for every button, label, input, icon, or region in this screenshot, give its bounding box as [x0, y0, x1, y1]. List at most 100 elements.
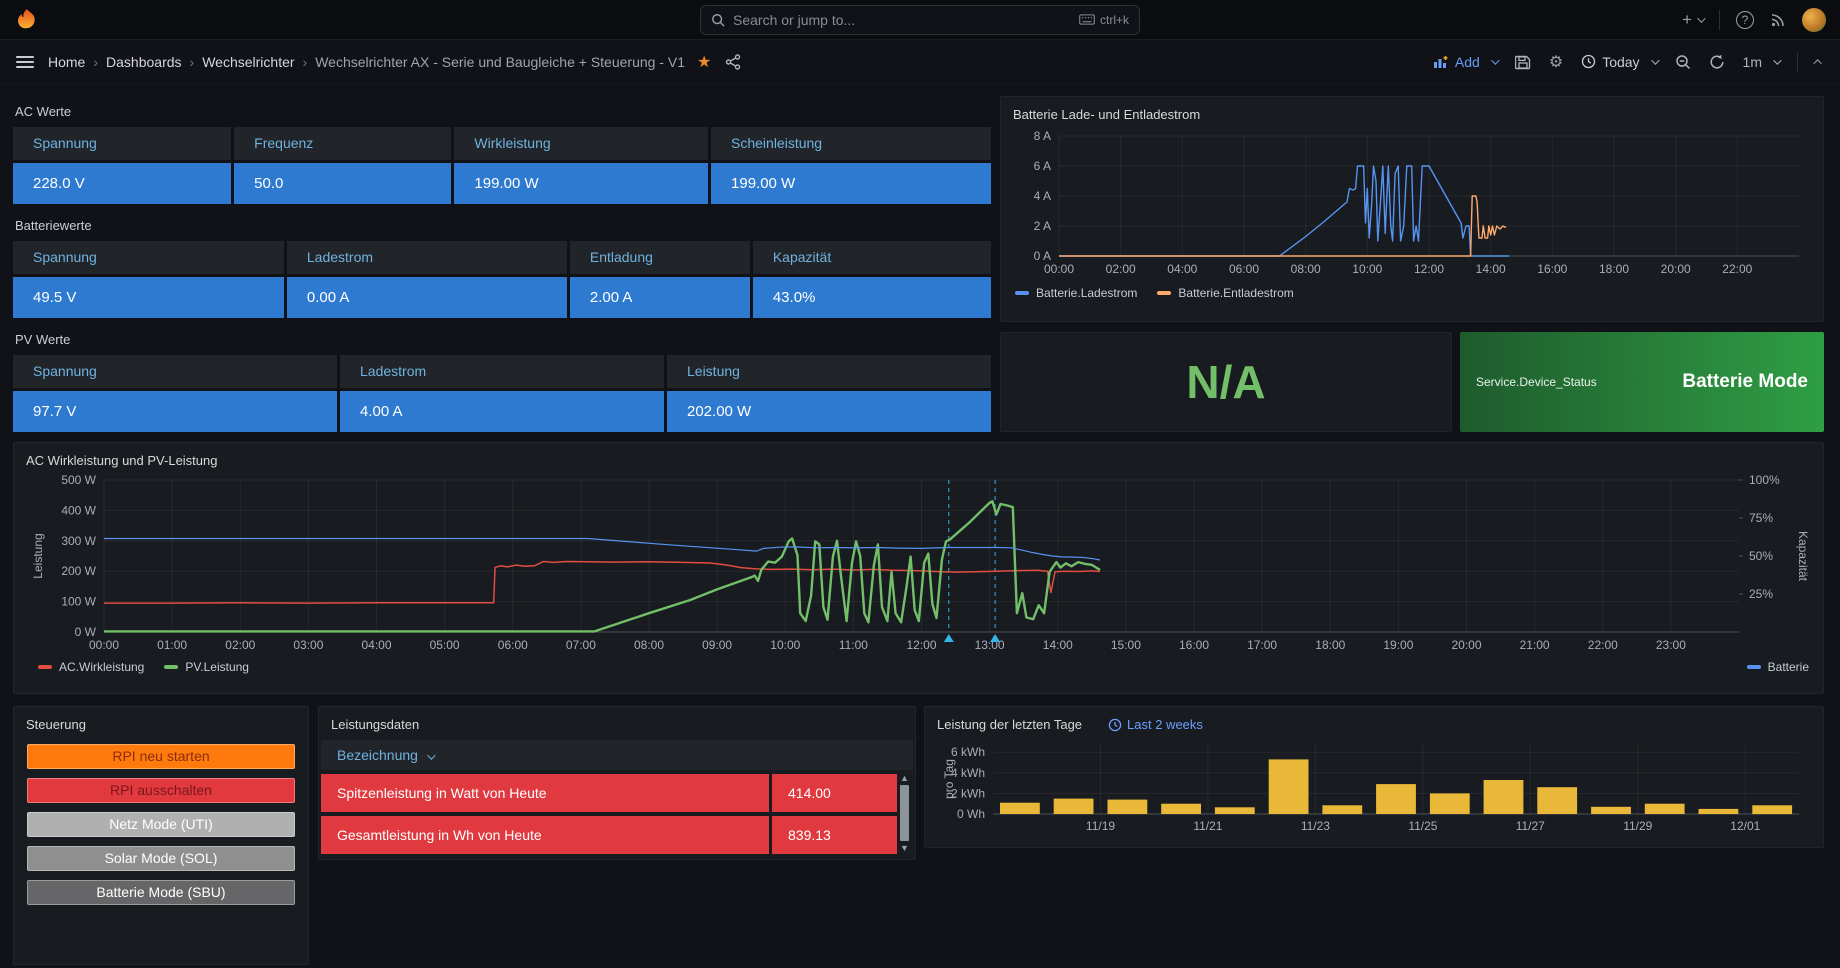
svg-text:02:00: 02:00 — [225, 638, 255, 652]
svg-text:6 A: 6 A — [1034, 159, 1051, 173]
legend-item[interactable]: Batterie.Entladestrom — [1157, 286, 1294, 300]
clock-icon — [1108, 718, 1122, 732]
column-header[interactable]: Ladestrom — [286, 241, 567, 274]
legend-label: Batterie.Entladestrom — [1178, 286, 1294, 300]
zoom-out-icon[interactable] — [1675, 54, 1691, 70]
svg-text:07:00: 07:00 — [566, 638, 596, 652]
column-header[interactable]: Frequenz — [234, 127, 452, 160]
svg-text:05:00: 05:00 — [430, 638, 460, 652]
svg-text:14:00: 14:00 — [1043, 638, 1073, 652]
share-icon[interactable] — [725, 53, 741, 70]
steuerung-button[interactable]: Netz Mode (UTI) — [27, 812, 295, 837]
svg-text:11/25: 11/25 — [1408, 819, 1437, 833]
value-cell: 50.0 — [234, 163, 452, 204]
refresh-interval-picker[interactable]: 1m — [1743, 54, 1782, 70]
legend-item[interactable]: Batterie.Ladestrom — [1015, 286, 1137, 300]
add-panel-icon — [1433, 55, 1449, 69]
scroll-up-icon[interactable]: ▲ — [900, 773, 909, 783]
divider — [1797, 51, 1798, 72]
search-input[interactable] — [733, 11, 1079, 28]
steuerung-button[interactable]: Solar Mode (SOL) — [27, 846, 295, 871]
steuerung-button[interactable]: RPI neu starten — [27, 744, 295, 769]
legend-label: Batterie — [1767, 660, 1809, 674]
search-bar[interactable]: ctrl+k — [700, 4, 1140, 35]
svg-text:10:00: 10:00 — [770, 638, 800, 652]
scroll-down-icon[interactable]: ▼ — [900, 843, 909, 853]
pv-werte-title[interactable]: PV Werte — [15, 332, 71, 347]
panel-ac-pv-leistung: AC Wirkleistung und PV-Leistung 00:00 01:… — [13, 442, 1824, 694]
svg-text:100%: 100% — [1749, 473, 1780, 487]
svg-text:20:00: 20:00 — [1661, 262, 1691, 276]
panel-time-range-link[interactable]: Last 2 weeks — [1108, 717, 1203, 732]
favorite-star-icon[interactable]: ★ — [697, 53, 712, 71]
batteriewerte-header-row: Spannung Ladestrom Entladung Kapazität — [13, 241, 991, 274]
panel-title[interactable]: AC Wirkleistung und PV-Leistung — [26, 453, 218, 468]
breadcrumb-dashboards[interactable]: Dashboards — [106, 53, 182, 70]
row-name: Spitzenleistung in Watt von Heute — [337, 785, 547, 801]
svg-text:20:00: 20:00 — [1451, 638, 1481, 652]
refresh-icon[interactable] — [1709, 54, 1725, 70]
save-icon[interactable] — [1514, 54, 1531, 70]
column-header[interactable]: Spannung — [13, 127, 232, 160]
panel-title[interactable]: Steuerung — [26, 717, 86, 732]
column-header[interactable]: Ladestrom — [340, 355, 664, 388]
batteriewerte-value-row: 49.5 V 0.00 A 2.00 A 43.0% — [13, 277, 991, 318]
svg-text:03:00: 03:00 — [293, 638, 323, 652]
svg-text:Kapazität: Kapazität — [1796, 531, 1810, 582]
legend-swatch — [38, 665, 52, 669]
column-header[interactable]: Scheinleistung — [711, 127, 991, 160]
column-header[interactable]: Leistung — [667, 355, 991, 388]
column-header[interactable]: Spannung — [13, 241, 284, 274]
keyboard-shortcut-badge: ctrl+k — [1079, 13, 1129, 27]
svg-text:11/19: 11/19 — [1086, 819, 1115, 833]
column-header[interactable]: Spannung — [13, 355, 337, 388]
panel-title[interactable]: Leistungsdaten — [331, 717, 420, 732]
legend-item[interactable]: Batterie — [1746, 660, 1809, 674]
panel-title[interactable]: Batterie Lade- und Entladestrom — [1013, 107, 1201, 122]
daily-energy-bar-chart[interactable]: 0 Wh 2 kWh 4 kWh 6 kWh 11/19 11/21 11/23 11/25 1… — [937, 736, 1813, 836]
breadcrumb-home[interactable]: Home — [48, 53, 86, 70]
legend-item[interactable]: AC.Wirkleistung — [38, 660, 144, 674]
column-header[interactable]: Entladung — [569, 241, 750, 274]
column-header-bezeichnung[interactable]: Bezeichnung — [321, 740, 913, 770]
svg-text:0 Wh: 0 Wh — [957, 807, 985, 821]
breadcrumb-folder[interactable]: Wechselrichter — [202, 53, 295, 70]
svg-text:16:00: 16:00 — [1179, 638, 1209, 652]
column-header[interactable]: Wirkleistung — [454, 127, 709, 160]
ac-werte-title[interactable]: AC Werte — [15, 104, 72, 119]
svg-text:500 W: 500 W — [61, 473, 96, 487]
svg-text:08:00: 08:00 — [634, 638, 664, 652]
scrollbar-thumb[interactable] — [900, 785, 909, 841]
profile-avatar[interactable] — [1802, 7, 1826, 32]
panel-title[interactable]: Leistung der letzten Tage — [937, 717, 1083, 732]
steuerung-button[interactable]: Batterie Mode (SBU) — [27, 880, 295, 905]
grafana-logo-icon[interactable] — [14, 7, 40, 33]
svg-text:75%: 75% — [1749, 511, 1773, 525]
collapse-chevron-up-icon[interactable] — [1813, 58, 1822, 68]
steuerung-button[interactable]: RPI ausschalten — [27, 778, 295, 803]
na-value: N/A — [1186, 356, 1266, 408]
news-icon[interactable] — [1770, 12, 1786, 28]
time-range-picker[interactable]: Today — [1581, 54, 1660, 70]
battery-current-chart[interactable]: 00:00 02:00 04:00 06:00 08:00 10:00 12:00 14:00… — [1013, 128, 1813, 282]
add-panel-button[interactable]: Add — [1433, 54, 1500, 70]
legend-swatch — [1157, 291, 1172, 295]
menu-icon[interactable] — [16, 55, 34, 68]
batteriewerte-title[interactable]: Batteriewerte — [15, 218, 92, 233]
svg-text:25%: 25% — [1749, 587, 1773, 601]
row-value: 414.00 — [769, 774, 897, 812]
column-header[interactable]: Kapazität — [752, 241, 991, 274]
scrollbar[interactable]: ▲ ▼ — [898, 773, 911, 853]
new-item-button[interactable]: + — [1682, 10, 1706, 30]
legend-swatch — [164, 665, 179, 669]
value-cell: 4.00 A — [340, 391, 664, 432]
help-icon[interactable]: ? — [1736, 10, 1754, 29]
top-navbar: ctrl+k + ? — [0, 0, 1840, 40]
svg-text:14:00: 14:00 — [1476, 262, 1506, 276]
settings-gear-icon[interactable]: ⚙ — [1548, 53, 1564, 71]
sort-chevron-down-icon — [427, 751, 436, 760]
svg-text:11/27: 11/27 — [1516, 819, 1545, 833]
legend-item[interactable]: PV.Leistung — [164, 660, 249, 674]
svg-text:12/01: 12/01 — [1730, 819, 1760, 833]
power-chart[interactable]: 00:00 01:00 02:00 03:00 04:00 05:00 06:00 07:00… — [26, 472, 1813, 660]
